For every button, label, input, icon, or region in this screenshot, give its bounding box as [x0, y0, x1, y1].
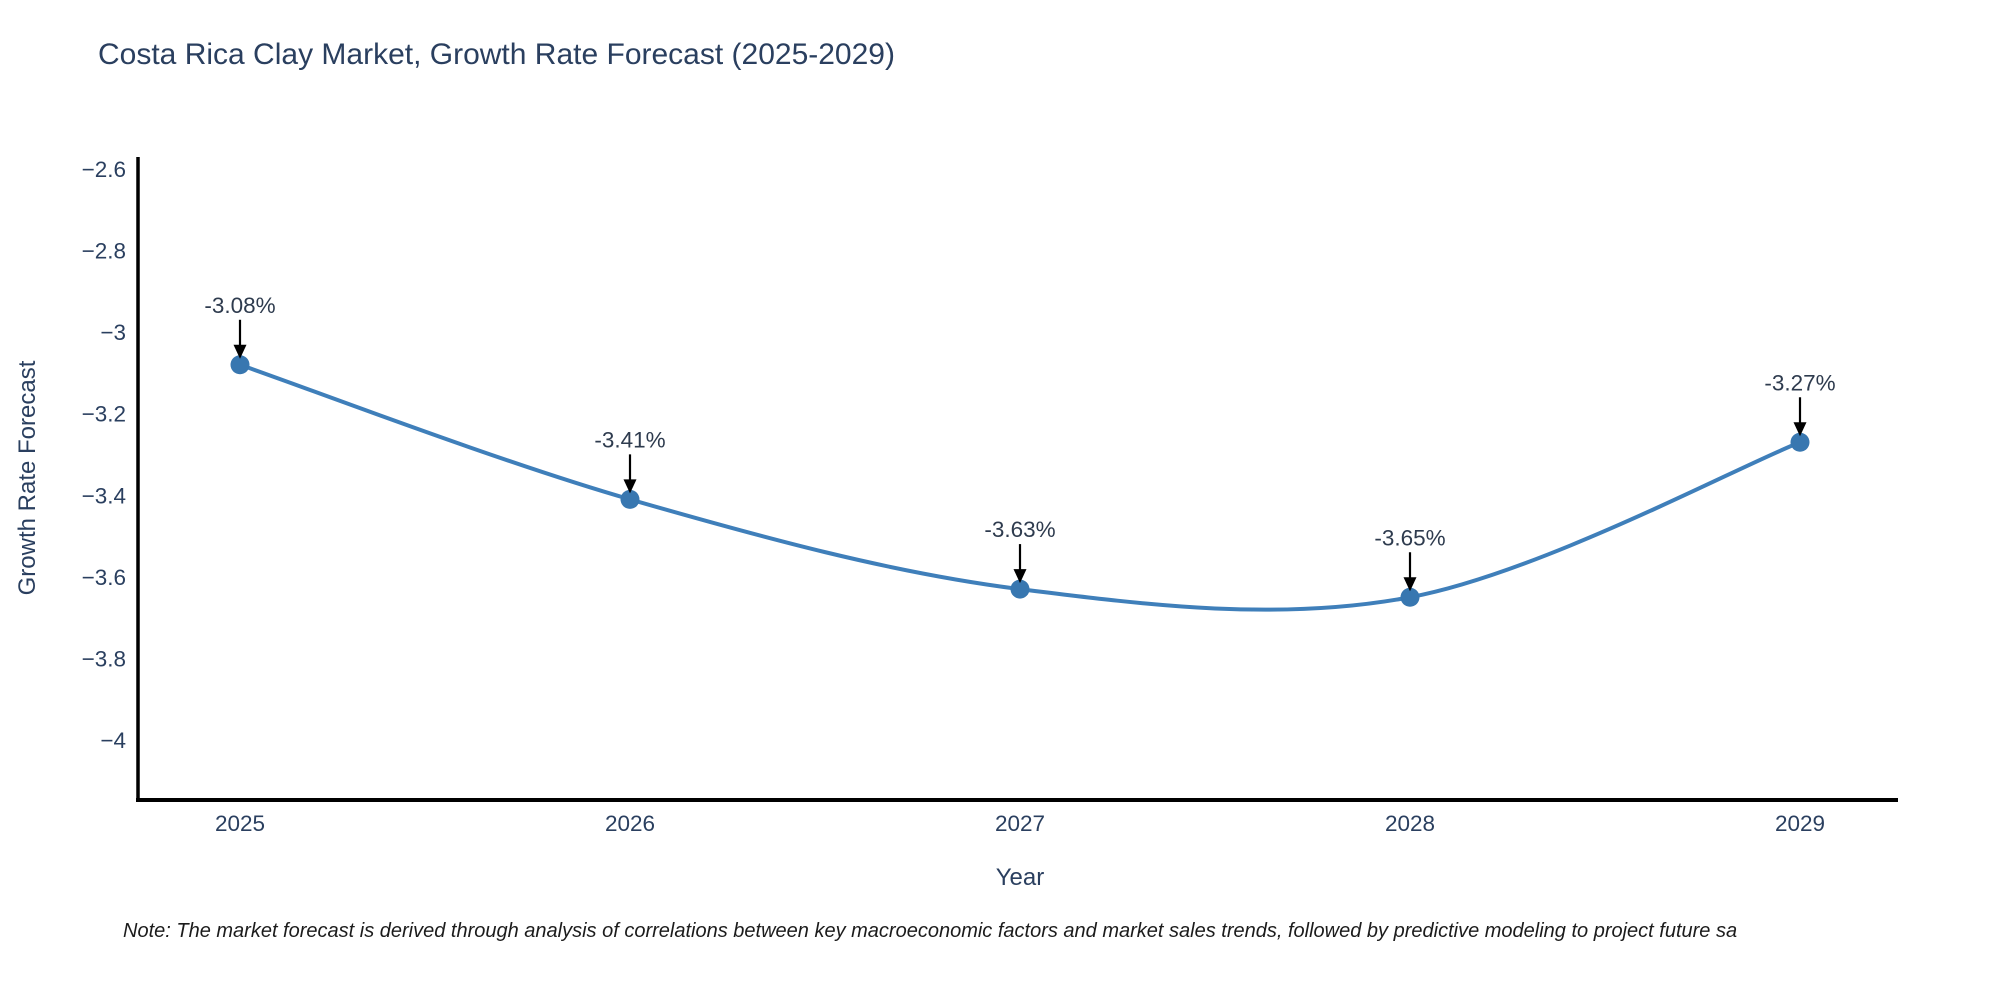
- annotation-arrowhead: [623, 479, 637, 494]
- x-axis-tick-label: 2029: [1775, 811, 1825, 836]
- data-point: [1010, 579, 1030, 599]
- y-axis-tick-label: −4: [100, 728, 126, 753]
- data-point: [620, 489, 640, 509]
- annotation-arrowhead: [1793, 422, 1807, 437]
- data-point: [1400, 587, 1420, 607]
- y-axis-tick-label: −3.6: [82, 565, 126, 590]
- x-axis-tick-label: 2025: [215, 811, 265, 836]
- data-point: [230, 355, 250, 375]
- x-axis-tick-label: 2028: [1385, 811, 1435, 836]
- y-axis-tick-label: −3: [100, 320, 126, 345]
- x-axis-label: Year: [995, 864, 1045, 891]
- point-annotation-label: -3.41%: [594, 427, 665, 452]
- data-point: [1790, 432, 1810, 452]
- annotation-arrowhead: [1013, 569, 1027, 584]
- x-axis-tick-label: 2027: [995, 811, 1045, 836]
- y-axis-tick-label: −2.8: [82, 239, 126, 264]
- y-axis-tick-label: −3.4: [82, 483, 126, 508]
- y-axis-label: Growth Rate Forecast: [14, 360, 41, 596]
- footnote: Note: The market forecast is derived thr…: [123, 920, 1738, 942]
- chart-title: Costa Rica Clay Market, Growth Rate Fore…: [98, 38, 895, 71]
- y-axis-tick-label: −3.2: [82, 402, 126, 427]
- annotation-arrowhead: [233, 344, 247, 359]
- point-annotation-label: -3.63%: [984, 517, 1055, 542]
- y-axis-tick-label: −2.6: [82, 157, 126, 182]
- annotation-arrowhead: [1403, 577, 1417, 592]
- point-annotation-label: -3.08%: [204, 293, 275, 318]
- point-annotation-label: -3.27%: [1764, 370, 1835, 395]
- x-axis-tick-label: 2026: [605, 811, 655, 836]
- point-annotation-label: -3.65%: [1374, 525, 1445, 550]
- y-axis-tick-label: −3.8: [82, 646, 126, 671]
